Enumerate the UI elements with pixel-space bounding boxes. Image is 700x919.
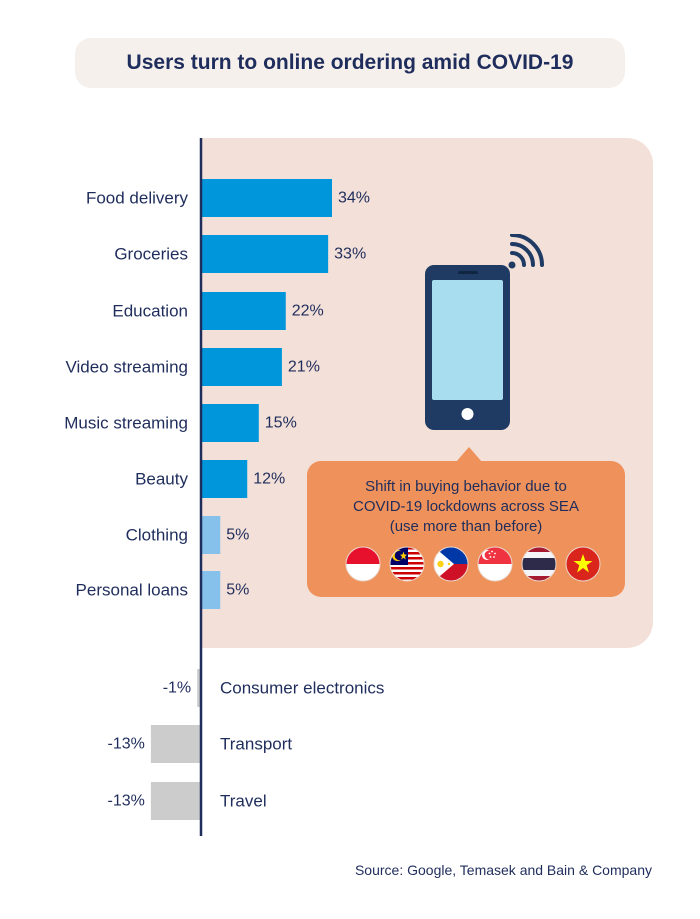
category-label: Clothing bbox=[126, 526, 188, 545]
data-label: 5% bbox=[226, 582, 249, 599]
callout-line: Shift in buying behavior due to bbox=[365, 478, 567, 495]
malaysia-flag-icon bbox=[389, 546, 425, 582]
callout-line: (use more than before) bbox=[389, 518, 543, 535]
data-label: 12% bbox=[253, 471, 285, 488]
category-label: Travel bbox=[220, 792, 267, 811]
callout-box: Shift in buying behavior due to COVID-19… bbox=[307, 461, 625, 597]
indonesia-flag-icon bbox=[345, 546, 381, 582]
flag-row bbox=[345, 546, 601, 582]
category-label: Transport bbox=[220, 735, 292, 754]
data-label: 34% bbox=[338, 190, 370, 207]
data-label: 33% bbox=[334, 246, 366, 263]
bar bbox=[197, 669, 201, 707]
bar bbox=[201, 348, 282, 386]
bar bbox=[201, 235, 329, 273]
smartphone-wifi-icon bbox=[425, 234, 544, 430]
callout-pointer bbox=[456, 447, 482, 462]
data-label: 22% bbox=[292, 303, 324, 320]
callout-line: COVID-19 lockdowns across SEA bbox=[353, 498, 579, 515]
bar bbox=[201, 404, 259, 442]
source-note: Source: Google, Temasek and Bain & Compa… bbox=[354, 862, 652, 878]
data-label: 21% bbox=[288, 359, 320, 376]
data-label: 15% bbox=[265, 415, 297, 432]
bar bbox=[201, 460, 248, 498]
data-label: -13% bbox=[108, 736, 145, 753]
data-label: -1% bbox=[163, 680, 191, 697]
bar bbox=[150, 782, 201, 820]
bar bbox=[201, 516, 221, 554]
bar bbox=[201, 292, 286, 330]
category-label: Personal loans bbox=[76, 581, 188, 600]
vietnam-flag-icon bbox=[565, 546, 601, 582]
category-label: Education bbox=[112, 302, 188, 321]
philippines-flag-icon bbox=[433, 546, 469, 582]
category-label: Beauty bbox=[135, 470, 188, 489]
callout-text: Shift in buying behavior due to COVID-19… bbox=[307, 477, 625, 537]
data-label: -13% bbox=[108, 793, 145, 810]
data-label: 5% bbox=[226, 527, 249, 544]
chart-title: Users turn to online ordering amid COVID… bbox=[75, 38, 625, 88]
bar bbox=[150, 725, 201, 763]
category-label: Groceries bbox=[114, 245, 188, 264]
thailand-flag-icon bbox=[521, 546, 557, 582]
category-label: Video streaming bbox=[65, 358, 188, 377]
category-label: Consumer electronics bbox=[220, 679, 384, 698]
bar bbox=[201, 571, 221, 609]
category-label: Food delivery bbox=[86, 189, 189, 208]
singapore-flag-icon bbox=[477, 546, 513, 582]
bar bbox=[201, 179, 332, 217]
category-label: Music streaming bbox=[64, 414, 188, 433]
